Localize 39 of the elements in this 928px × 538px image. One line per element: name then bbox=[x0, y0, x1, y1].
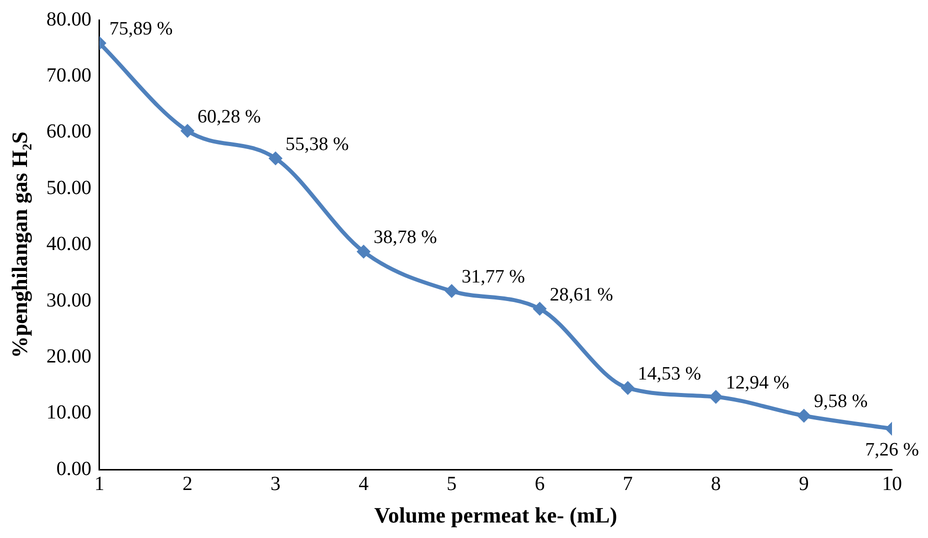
point bbox=[620, 380, 635, 395]
y-tick-label: 20.00 bbox=[46, 345, 92, 368]
x-tick-label: 3 bbox=[270, 472, 281, 495]
x-tick-label: 10 bbox=[882, 472, 902, 495]
y-tick-label: 60.00 bbox=[46, 120, 92, 143]
y-tick-label: 30.00 bbox=[46, 289, 92, 312]
y-tick-label: 10.00 bbox=[46, 402, 92, 424]
y-tick-label: 50.00 bbox=[46, 176, 92, 199]
data-label: 75,89 % bbox=[109, 18, 173, 40]
y-axis-title: %penghilangan gas H₂S bbox=[6, 131, 32, 358]
point bbox=[444, 284, 459, 298]
point bbox=[708, 390, 723, 404]
point bbox=[180, 124, 194, 138]
point bbox=[356, 244, 371, 259]
y-tick-label: 80.00 bbox=[46, 8, 92, 30]
x-tick-label: 1 bbox=[94, 472, 104, 495]
data-label: 12,94 % bbox=[726, 372, 790, 394]
data-label: 7,26 % bbox=[865, 439, 920, 460]
point bbox=[796, 408, 811, 423]
x-tick-label: 6 bbox=[534, 472, 545, 495]
y-tick-label: 70.00 bbox=[46, 64, 92, 86]
point bbox=[532, 302, 547, 316]
data-label: 9,58 % bbox=[814, 391, 868, 412]
data-label: 60,28 % bbox=[197, 106, 261, 128]
x-tick-label: 2 bbox=[182, 472, 192, 495]
data-label: 14,53 % bbox=[638, 363, 702, 384]
x-tick-label: 9 bbox=[798, 472, 809, 495]
data-label: 38,78 % bbox=[374, 227, 438, 248]
data-label: 28,61 % bbox=[550, 284, 614, 306]
y-tick-label: 40.00 bbox=[46, 233, 92, 256]
data-label: 55,38 % bbox=[286, 134, 350, 155]
x-tick-label: 5 bbox=[446, 472, 457, 495]
x-axis-title: Volume permeat ke- (mL) bbox=[374, 502, 618, 528]
x-tick-label: 8 bbox=[710, 472, 721, 495]
y-tick-label: 0.00 bbox=[56, 458, 92, 480]
x-tick-label: 7 bbox=[622, 472, 633, 495]
data-label: 31,77 % bbox=[462, 266, 526, 288]
x-tick-label: 4 bbox=[358, 472, 369, 495]
point bbox=[268, 151, 283, 166]
